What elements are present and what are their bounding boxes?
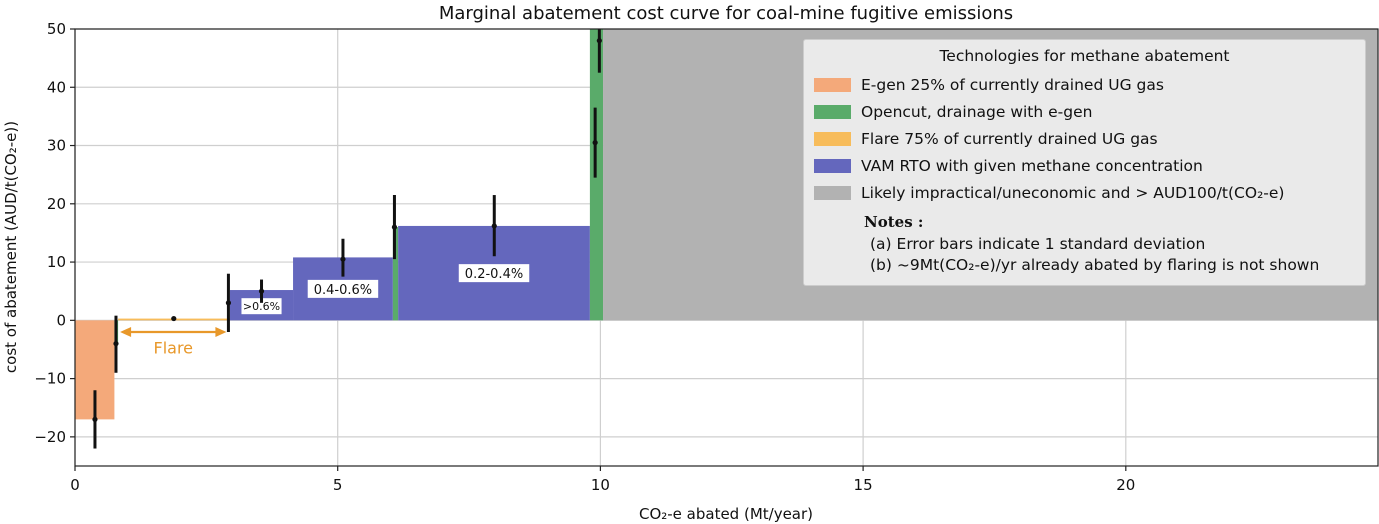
error-bar-point bbox=[391, 224, 398, 230]
error-bar-point bbox=[113, 341, 119, 347]
error-bar-point bbox=[258, 288, 265, 294]
bar-label: 0.4-0.6% bbox=[314, 283, 372, 298]
x-tick-label: 10 bbox=[591, 476, 610, 494]
legend: Technologies for methane abatement E-gen… bbox=[803, 39, 1366, 286]
error-bar-point bbox=[491, 223, 497, 229]
flare-annotation: Flare bbox=[120, 326, 227, 357]
error-bar-point bbox=[592, 140, 598, 146]
flare-label: Flare bbox=[153, 338, 193, 357]
legend-item-flare: Flare 75% of currently drained UG gas bbox=[814, 125, 1355, 152]
plot-frame bbox=[74, 28, 1379, 467]
y-axis-label: cost of abatement (AUD/t(CO₂-e)) bbox=[2, 121, 20, 373]
flare-arrow-right-head bbox=[215, 326, 227, 337]
y-tick-label: 30 bbox=[47, 137, 66, 155]
legend-swatch bbox=[814, 158, 851, 173]
legend-swatch bbox=[814, 185, 851, 200]
y-tick-label: 0 bbox=[56, 311, 66, 329]
bar-label: >0.6% bbox=[243, 300, 280, 313]
note-a: (a) Error bars indicate 1 standard devia… bbox=[870, 235, 1206, 253]
y-tick-label: −10 bbox=[34, 370, 66, 388]
chart-title: Marginal abatement cost curve for coal-m… bbox=[439, 3, 1013, 24]
y-tick-label: 10 bbox=[47, 253, 66, 271]
x-tick-label: 0 bbox=[70, 476, 80, 494]
note-b: (b) ~9Mt(CO₂-e)/yr already abated by fla… bbox=[870, 256, 1320, 274]
y-tick-label: 20 bbox=[47, 195, 66, 213]
y-tick-label: −20 bbox=[34, 428, 66, 446]
legend-label: E-gen 25% of currently drained UG gas bbox=[861, 75, 1164, 94]
x-tick-label: 20 bbox=[1116, 476, 1135, 494]
legend-swatch bbox=[814, 104, 851, 119]
bar-opencut bbox=[392, 227, 399, 321]
x-axis-label: CO₂-e abated (Mt/year) bbox=[639, 505, 813, 523]
bar-label-bg bbox=[307, 279, 379, 298]
error-bar-point bbox=[340, 256, 346, 262]
bar-label: 0.2-0.4% bbox=[465, 267, 523, 282]
legend-label: Flare 75% of currently drained UG gas bbox=[861, 129, 1158, 148]
legend-swatch bbox=[814, 131, 851, 146]
bar-label-bg bbox=[241, 298, 282, 315]
legend-label: VAM RTO with given methane concentration bbox=[861, 156, 1203, 175]
legend-swatch bbox=[814, 77, 851, 92]
legend-item-impractical: Likely impractical/uneconomic and > AUD1… bbox=[814, 179, 1355, 206]
legend-title: Technologies for methane abatement bbox=[939, 47, 1230, 65]
legend-label: Likely impractical/uneconomic and > AUD1… bbox=[861, 183, 1285, 202]
legend-item-vam: VAM RTO with given methane concentration bbox=[814, 152, 1355, 179]
legend-item-egen: E-gen 25% of currently drained UG gas bbox=[814, 71, 1355, 98]
notes-title: Notes : bbox=[864, 213, 924, 231]
bar-label-bg bbox=[458, 264, 530, 283]
legend-label: Opencut, drainage with e-gen bbox=[861, 102, 1093, 121]
error-bar-point bbox=[225, 300, 232, 306]
legend-item-opencut: Opencut, drainage with e-gen bbox=[814, 98, 1355, 125]
flare-arrow-left-head bbox=[120, 326, 132, 337]
axes: 0 5 10 15 20 −20 −10 0 10 20 30 40 50 bbox=[34, 20, 1379, 494]
y-tick-label: 40 bbox=[47, 78, 66, 96]
x-tick-label: 5 bbox=[333, 476, 343, 494]
error-bar-point bbox=[596, 38, 602, 44]
x-tick-label: 15 bbox=[854, 476, 873, 494]
error-bars bbox=[92, 29, 602, 449]
error-bar-point bbox=[92, 416, 98, 422]
error-bar-point bbox=[171, 315, 177, 322]
y-tick-label: 50 bbox=[47, 20, 66, 38]
